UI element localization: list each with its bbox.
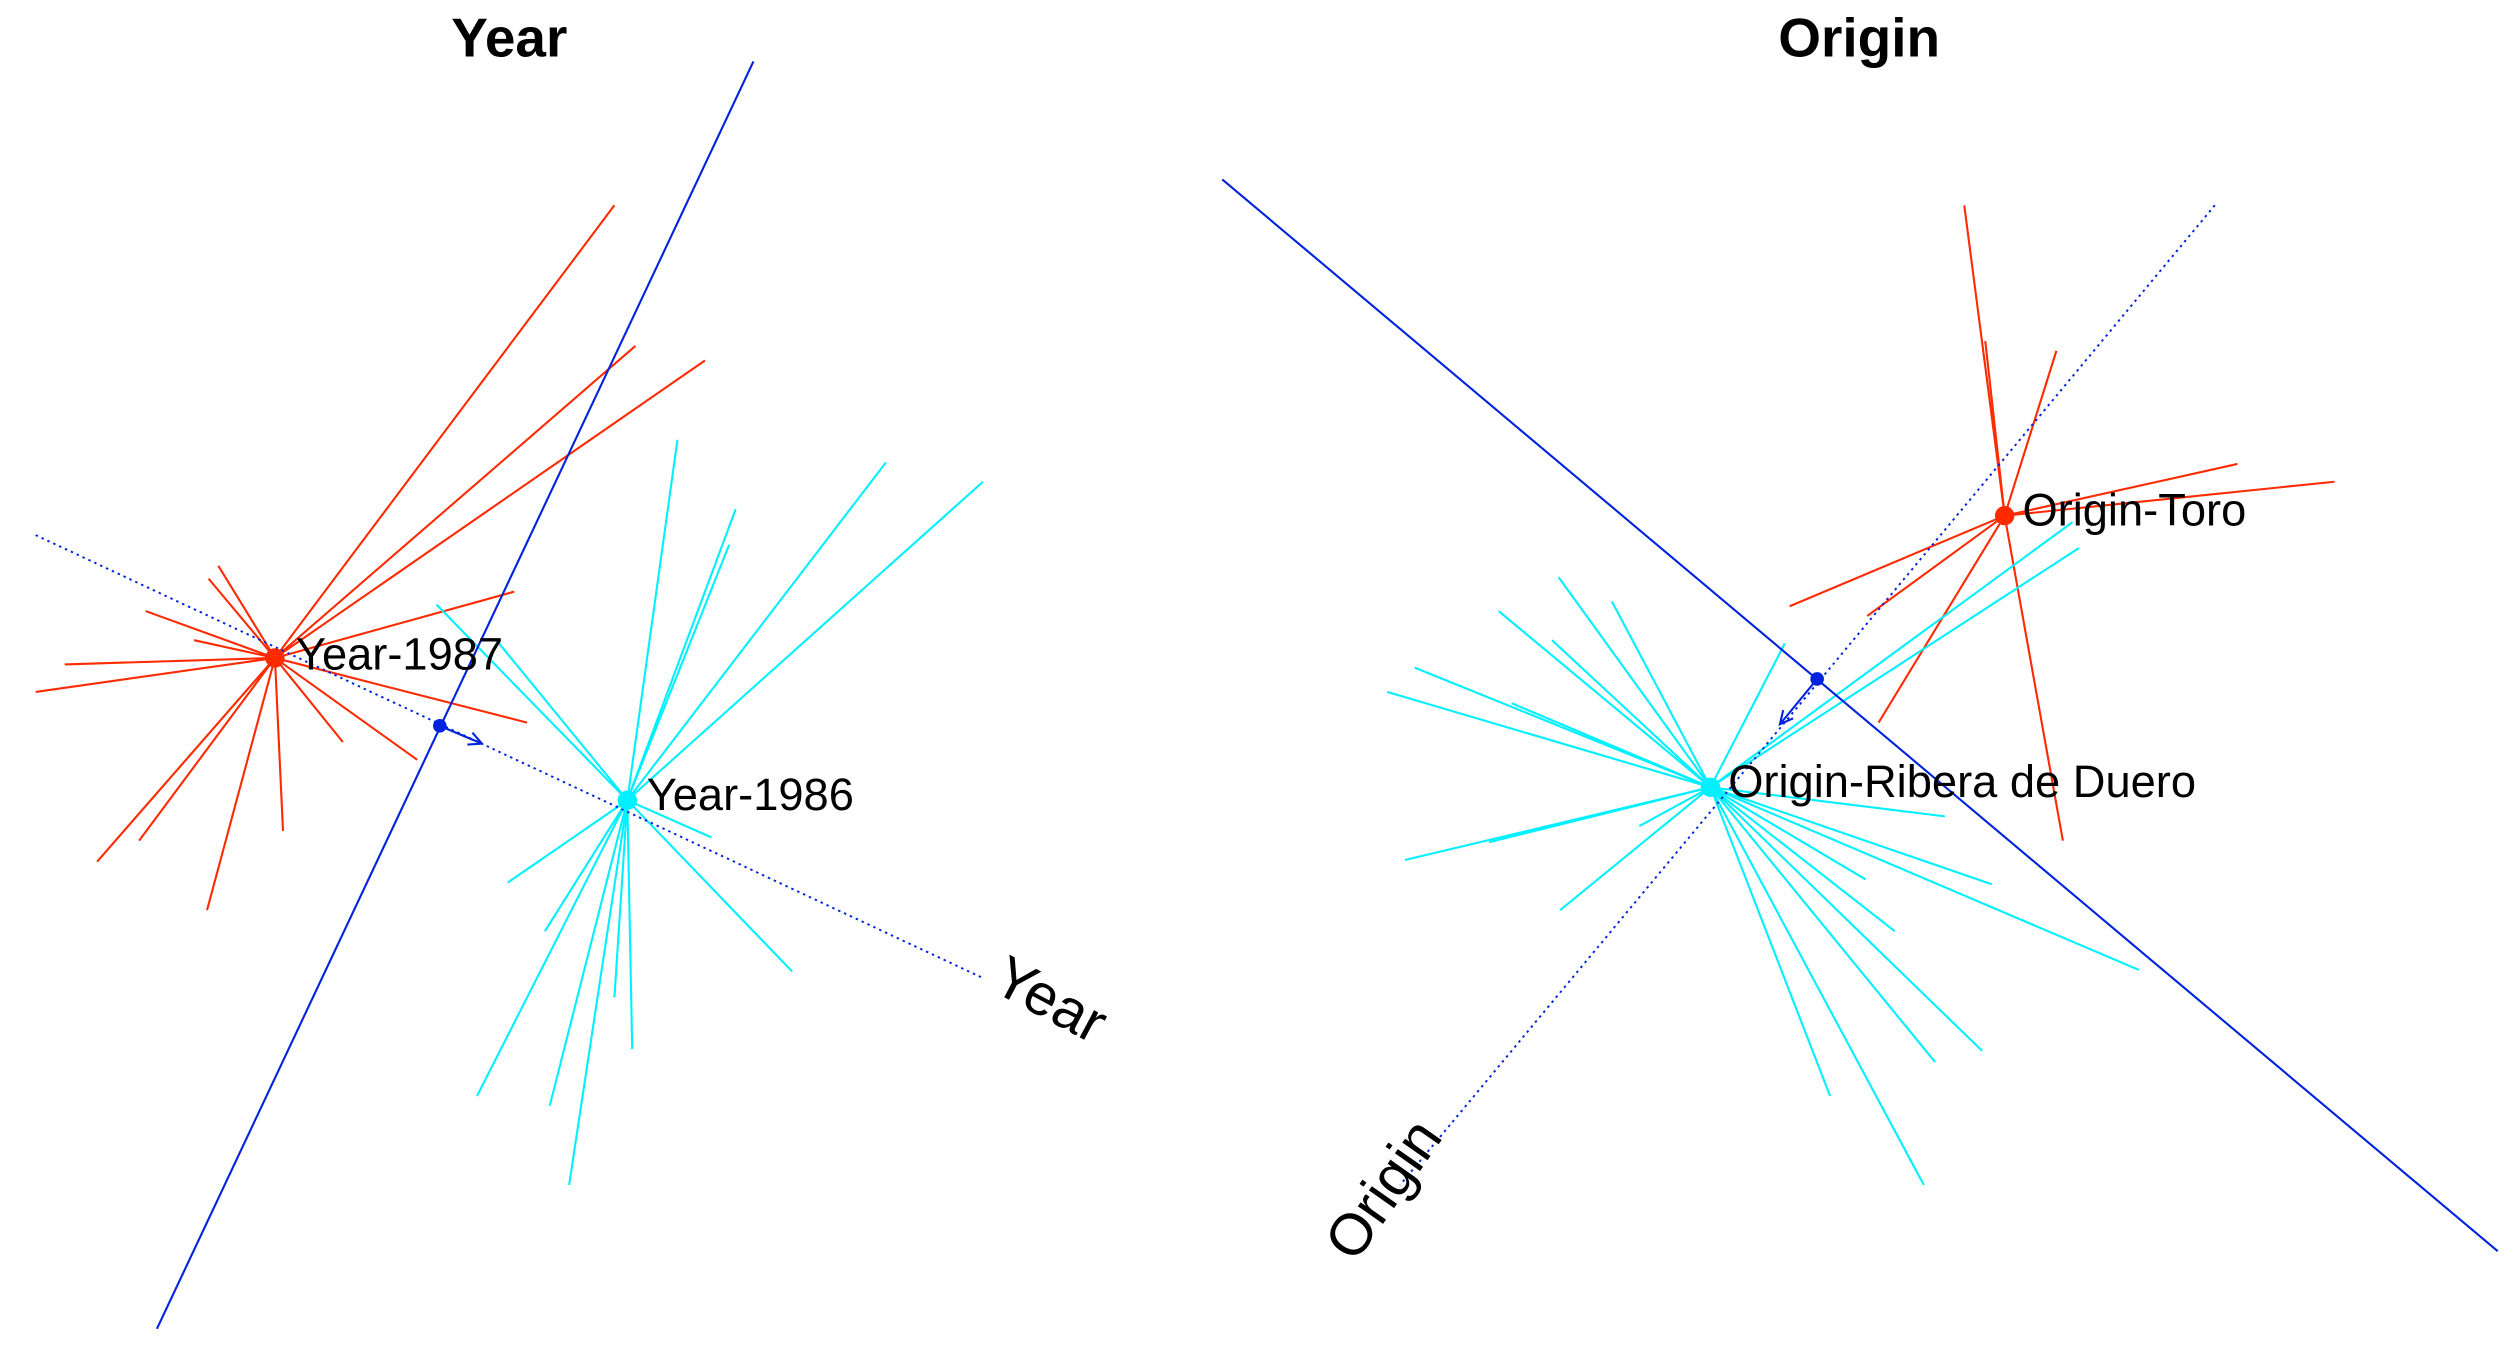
year-axis-label: Year bbox=[983, 943, 1117, 1056]
spoke-origin-ribera-de-duero-3 bbox=[1557, 576, 1712, 788]
origin-ribera-label: Origin-Ribera de Duero bbox=[1728, 756, 2196, 807]
spoke-origin-toro-5 bbox=[1789, 514, 2006, 608]
spoke-year-1986-5 bbox=[435, 603, 629, 801]
year-separator-line bbox=[155, 60, 755, 1330]
year-1986-label: Year-1986 bbox=[647, 769, 854, 820]
year-1987-label: Year-1987 bbox=[296, 628, 503, 679]
spoke-origin-toro-1 bbox=[1984, 340, 2006, 516]
spoke-year-1986-12 bbox=[568, 800, 629, 1186]
origin-toro-center-marker bbox=[1994, 505, 2015, 526]
spoke-origin-ribera-de-duero-19 bbox=[1709, 786, 1936, 1063]
origin-separator-line bbox=[1221, 178, 2499, 1253]
spoke-origin-ribera-de-duero-22 bbox=[1709, 786, 1867, 881]
year-panel-title: Year bbox=[451, 7, 567, 69]
year-spokes bbox=[35, 204, 984, 1186]
spoke-year-1986-2 bbox=[626, 544, 731, 801]
origin-axis-line bbox=[1399, 204, 2216, 1186]
spoke-year-1987-15 bbox=[217, 565, 276, 659]
spoke-year-1986-15 bbox=[613, 800, 629, 998]
year-axis-line bbox=[35, 534, 984, 979]
spoke-year-1986-13 bbox=[626, 800, 634, 1050]
spoke-origin-toro-8 bbox=[2003, 515, 2064, 841]
spoke-origin-ribera-de-duero-6 bbox=[1551, 639, 1712, 789]
origin-panel: Origin Origin-Toro Origin-Ribera de Duer… bbox=[1221, 7, 2499, 1272]
spoke-year-1987-4 bbox=[274, 656, 528, 724]
spoke-origin-ribera-de-duero-16 bbox=[1710, 786, 2140, 971]
spoke-year-1986-8 bbox=[626, 799, 793, 973]
year-axis-arrow bbox=[439, 724, 485, 746]
spoke-origin-toro-6 bbox=[1866, 514, 2006, 617]
year-1987-center-marker bbox=[265, 648, 285, 668]
year-axis-marker bbox=[433, 719, 447, 733]
spoke-year-1986-7 bbox=[626, 799, 712, 839]
spoke-year-1986-1 bbox=[626, 508, 737, 801]
spoke-origin-ribera-de-duero-12 bbox=[1559, 786, 1712, 911]
spoke-year-1987-2 bbox=[274, 359, 706, 659]
spoke-year-1987-6 bbox=[274, 657, 344, 743]
spoke-origin-ribera-de-duero-14 bbox=[1710, 786, 1945, 818]
spoke-year-1987-10 bbox=[96, 657, 276, 863]
spoke-origin-ribera-de-duero-5 bbox=[1610, 600, 1712, 788]
spoke-year-1986-4 bbox=[626, 480, 984, 801]
origin-panel-title: Origin bbox=[1778, 7, 1940, 69]
spoke-year-1986-11 bbox=[548, 799, 629, 1107]
spoke-year-1987-5 bbox=[274, 657, 418, 761]
spoke-year-1986-3 bbox=[626, 461, 887, 801]
spoke-year-1986-9 bbox=[507, 799, 628, 884]
spoke-year-1986-6 bbox=[495, 639, 629, 801]
spoke-origin-ribera-de-duero-15 bbox=[1710, 786, 1993, 886]
spoke-year-1987-7 bbox=[273, 657, 285, 831]
spoke-origin-ribera-de-duero-20 bbox=[1709, 786, 1832, 1097]
spoke-origin-ribera-de-duero-8 bbox=[1386, 690, 1711, 789]
spoke-origin-ribera-de-duero-11 bbox=[1488, 786, 1711, 844]
spoke-year-1986-10 bbox=[476, 799, 629, 1097]
spoke-origin-ribera-de-duero-21 bbox=[1709, 786, 1925, 1186]
spoke-origin-ribera-de-duero-13 bbox=[1638, 786, 1711, 827]
spoke-year-1986-14 bbox=[544, 799, 629, 932]
spoke-origin-ribera-de-duero-0 bbox=[1709, 547, 2080, 789]
spoke-year-1987-14 bbox=[207, 578, 276, 659]
origin-toro-label: Origin-Toro bbox=[2022, 484, 2246, 535]
spoke-year-1987-3 bbox=[274, 590, 515, 659]
spoke-origin-toro-4 bbox=[2004, 480, 2335, 517]
spoke-origin-ribera-de-duero-18 bbox=[1709, 786, 1983, 1052]
spoke-year-1986-0 bbox=[626, 439, 679, 801]
year-1986-center-marker bbox=[617, 790, 638, 810]
spoke-origin-toro-3 bbox=[2004, 462, 2238, 517]
year-panel: Year Year-1987 Year-1986 Year bbox=[35, 7, 1118, 1330]
spoke-year-1987-0 bbox=[274, 204, 616, 659]
spoke-year-1987-13 bbox=[145, 610, 276, 659]
origin-spokes bbox=[1386, 205, 2335, 1186]
origin-axis-label: Origin bbox=[1312, 1107, 1454, 1271]
spoke-year-1987-1 bbox=[274, 345, 637, 659]
spoke-year-1987-9 bbox=[138, 657, 276, 842]
spoke-year-1987-16 bbox=[193, 639, 276, 659]
spoke-origin-ribera-de-duero-1 bbox=[1709, 521, 2074, 789]
spoke-year-1987-11 bbox=[64, 656, 275, 666]
year-group-centers bbox=[265, 648, 638, 810]
spoke-origin-toro-2 bbox=[2003, 350, 2058, 517]
origin-ribera-de-duero-center-marker bbox=[1700, 777, 1721, 797]
spoke-origin-ribera-de-duero-4 bbox=[1498, 610, 1712, 789]
spoke-year-1987-8 bbox=[206, 657, 276, 911]
spoke-origin-ribera-de-duero-2 bbox=[1709, 642, 1786, 788]
spoke-origin-ribera-de-duero-9 bbox=[1511, 702, 1711, 789]
spoke-year-1987-12 bbox=[35, 656, 276, 693]
origin-group-centers bbox=[1700, 505, 2015, 797]
origin-axis-arrow bbox=[1778, 678, 1818, 727]
spoke-origin-ribera-de-duero-17 bbox=[1709, 786, 1896, 932]
